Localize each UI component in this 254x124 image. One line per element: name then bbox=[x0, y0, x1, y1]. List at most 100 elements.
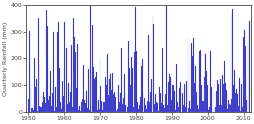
Bar bbox=[95, 77, 96, 112]
Bar bbox=[117, 111, 118, 112]
Bar bbox=[113, 94, 114, 112]
Bar bbox=[49, 96, 50, 112]
Bar bbox=[222, 75, 223, 112]
Bar bbox=[148, 102, 149, 112]
Bar bbox=[243, 30, 244, 112]
Bar bbox=[164, 94, 165, 112]
Bar bbox=[78, 110, 79, 112]
Bar bbox=[114, 97, 115, 112]
Bar bbox=[155, 102, 156, 112]
Bar bbox=[65, 111, 66, 112]
Bar bbox=[174, 109, 175, 112]
Bar bbox=[179, 88, 180, 112]
Bar bbox=[110, 74, 111, 112]
Bar bbox=[100, 86, 101, 112]
Bar bbox=[69, 102, 70, 112]
Bar bbox=[128, 41, 129, 112]
Bar bbox=[86, 91, 87, 112]
Bar bbox=[99, 59, 100, 112]
Bar bbox=[103, 102, 104, 112]
Bar bbox=[236, 94, 237, 112]
Bar bbox=[122, 98, 123, 112]
Bar bbox=[29, 77, 30, 112]
Bar bbox=[56, 110, 57, 112]
Bar bbox=[185, 81, 186, 112]
Bar bbox=[119, 102, 120, 112]
Bar bbox=[235, 89, 236, 112]
Bar bbox=[115, 111, 116, 112]
Bar bbox=[240, 84, 241, 112]
Bar bbox=[170, 77, 171, 112]
Bar bbox=[133, 52, 134, 112]
Bar bbox=[205, 71, 207, 112]
Bar bbox=[73, 72, 74, 112]
Bar bbox=[90, 72, 91, 112]
Bar bbox=[248, 21, 249, 112]
Bar bbox=[55, 107, 56, 112]
Bar bbox=[143, 93, 144, 112]
Bar bbox=[42, 102, 43, 112]
Bar bbox=[238, 78, 239, 112]
Bar bbox=[204, 51, 205, 112]
Bar bbox=[193, 83, 194, 112]
Bar bbox=[151, 100, 152, 112]
Bar bbox=[132, 107, 133, 112]
Bar bbox=[141, 59, 142, 112]
Bar bbox=[169, 105, 170, 112]
Bar bbox=[167, 82, 168, 112]
Bar bbox=[91, 106, 92, 112]
Bar bbox=[28, 99, 29, 112]
Bar bbox=[89, 5, 90, 112]
Bar bbox=[146, 109, 147, 112]
Bar bbox=[35, 87, 36, 112]
Bar bbox=[158, 87, 159, 112]
Bar bbox=[84, 100, 85, 112]
Bar bbox=[144, 98, 145, 112]
Bar bbox=[30, 88, 31, 112]
Bar bbox=[82, 104, 83, 112]
Bar bbox=[34, 58, 35, 112]
Bar bbox=[126, 103, 127, 112]
Bar bbox=[149, 92, 150, 112]
Bar bbox=[184, 107, 185, 112]
Bar bbox=[166, 105, 167, 112]
Bar bbox=[182, 105, 183, 112]
Bar bbox=[88, 110, 89, 112]
Bar bbox=[54, 111, 55, 112]
Bar bbox=[187, 38, 188, 112]
Bar bbox=[216, 80, 217, 112]
Bar bbox=[225, 90, 226, 112]
Bar bbox=[172, 85, 173, 112]
Bar bbox=[77, 44, 78, 112]
Bar bbox=[44, 97, 45, 112]
Bar bbox=[64, 94, 65, 112]
Bar bbox=[237, 106, 238, 112]
Bar bbox=[135, 7, 136, 112]
Bar bbox=[201, 101, 202, 112]
Bar bbox=[36, 79, 37, 112]
Bar bbox=[229, 105, 230, 112]
Bar bbox=[68, 83, 69, 112]
Bar bbox=[186, 99, 187, 112]
Bar bbox=[177, 107, 178, 112]
Bar bbox=[140, 66, 141, 112]
Bar bbox=[178, 111, 179, 112]
Bar bbox=[98, 109, 99, 112]
Bar bbox=[83, 65, 84, 112]
Bar bbox=[137, 102, 138, 112]
Bar bbox=[58, 22, 59, 112]
Bar bbox=[233, 70, 234, 112]
Bar bbox=[85, 103, 86, 112]
Bar bbox=[96, 73, 97, 112]
Bar bbox=[245, 100, 246, 112]
Bar bbox=[198, 51, 199, 112]
Bar bbox=[189, 109, 190, 112]
Bar bbox=[226, 109, 227, 112]
Bar bbox=[227, 100, 228, 112]
Bar bbox=[92, 25, 93, 112]
Bar bbox=[175, 64, 176, 112]
Bar bbox=[232, 85, 233, 112]
Bar bbox=[215, 91, 216, 112]
Bar bbox=[60, 102, 61, 112]
Bar bbox=[57, 32, 58, 112]
